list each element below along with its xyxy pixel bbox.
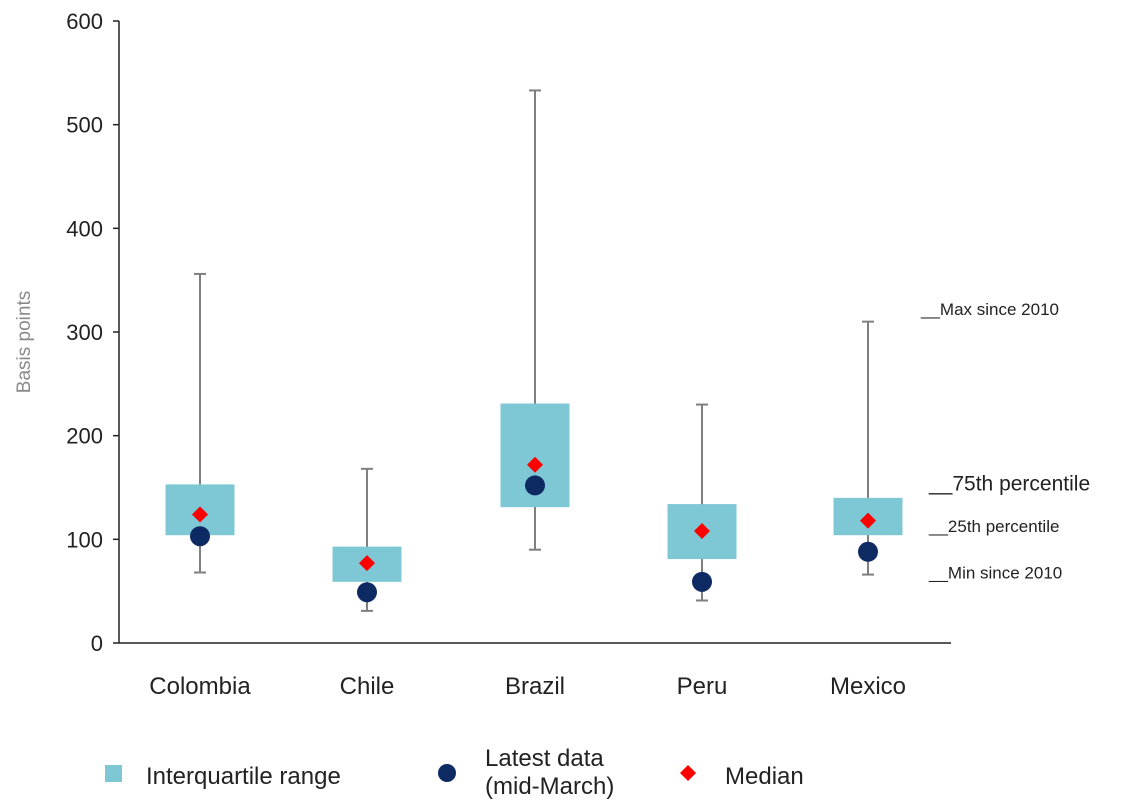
category-label: Colombia — [149, 673, 251, 700]
latest-data-point — [525, 475, 545, 496]
y-tick-label: 500 — [66, 113, 103, 138]
median-marker — [860, 512, 876, 529]
annotation-label: __Max since 2010 — [920, 300, 1059, 319]
median-marker — [359, 555, 375, 572]
y-axis-label: Basis points — [14, 291, 35, 393]
legend-label-line: Latest data — [485, 745, 604, 772]
y-tick-label: 400 — [66, 216, 103, 241]
legend-swatch-median — [680, 765, 696, 781]
annotations: __Max since 2010 __75th percentile __25th … — [920, 300, 1090, 582]
legend-swatch-latest — [438, 764, 456, 782]
annotation-label: __Min since 2010 — [928, 564, 1062, 583]
category-labels: Colombia Chile Brazil Peru Mexico — [149, 673, 906, 700]
legend-label-line: (mid-March) — [485, 773, 614, 800]
legend-label-median: Median — [725, 763, 804, 790]
annotation-label: __75th percentile — [928, 472, 1090, 495]
y-ticks: 0 100 200 300 400 500 600 — [66, 9, 119, 656]
box-mexico — [833, 320, 903, 576]
y-tick-label: 0 — [91, 631, 103, 656]
box-colombia — [165, 272, 235, 574]
category-label: Peru — [677, 673, 728, 700]
median-marker — [192, 506, 208, 523]
latest-data-point — [190, 526, 210, 547]
box-brazil — [500, 89, 570, 551]
legend-label-iqr: Interquartile range — [146, 763, 341, 790]
box-peru — [667, 403, 737, 602]
latest-data-point — [357, 582, 377, 603]
category-label: Chile — [340, 673, 395, 700]
box-chile — [332, 467, 402, 612]
boxes — [165, 89, 903, 612]
median-marker — [694, 523, 710, 540]
category-label: Brazil — [505, 673, 565, 700]
legend-swatch-iqr — [105, 765, 122, 782]
y-tick-label: 600 — [66, 9, 103, 34]
latest-data-point — [858, 541, 878, 562]
y-tick-label: 200 — [66, 424, 103, 449]
latest-data-point — [692, 571, 712, 592]
y-tick-label: 300 — [66, 320, 103, 345]
legend-label-latest: Latest data (mid-March) — [485, 745, 614, 800]
median-marker — [527, 456, 543, 473]
y-tick-label: 100 — [66, 527, 103, 552]
category-label: Mexico — [830, 673, 906, 700]
annotation-label: __25th percentile — [928, 517, 1059, 536]
legend: Interquartile range Latest data (mid-March… — [105, 745, 804, 800]
